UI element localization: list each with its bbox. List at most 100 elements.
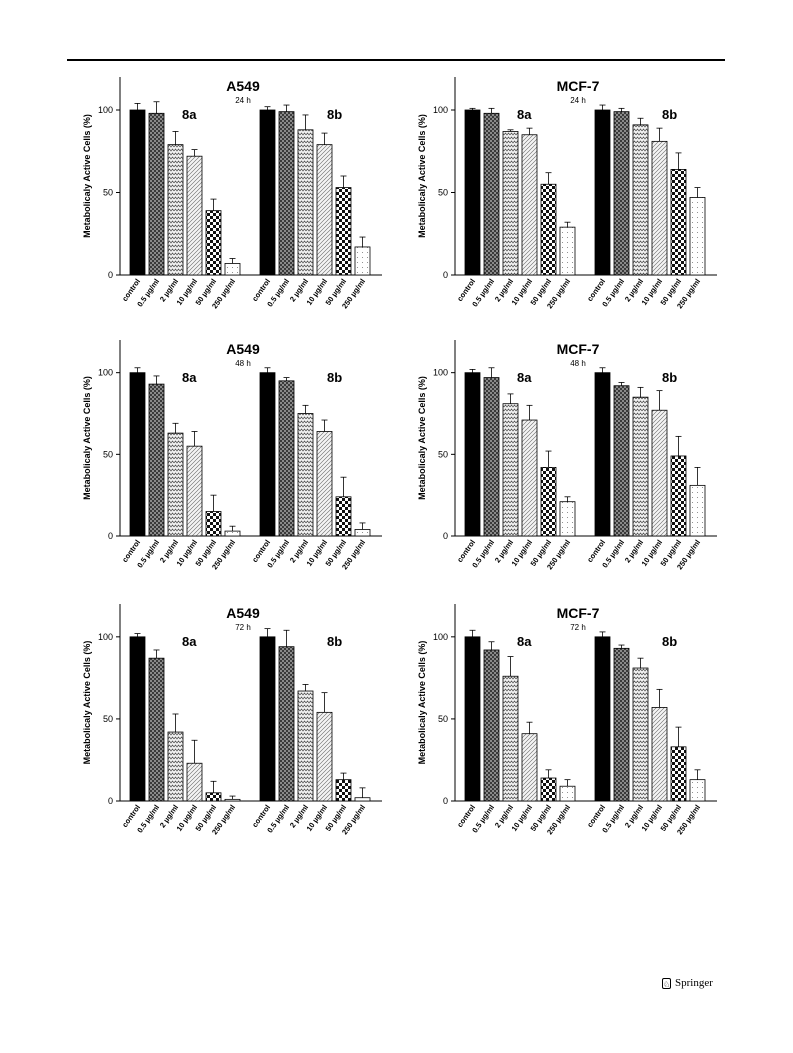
bar — [148, 657, 165, 802]
bar — [651, 707, 668, 802]
bar — [297, 413, 314, 537]
bar — [670, 455, 687, 537]
chart-subtitle: 24 h — [570, 96, 586, 105]
bar — [464, 636, 481, 802]
publisher-mark: ♘ Springer — [662, 977, 713, 989]
chart-title: A549 — [226, 605, 260, 621]
group-label: 8a — [517, 107, 532, 122]
bar — [148, 383, 165, 537]
group-label: 8b — [662, 107, 677, 122]
y-tick-label: 50 — [438, 449, 448, 459]
bar — [297, 129, 314, 276]
bar — [167, 731, 184, 802]
chart-title: MCF-7 — [557, 78, 600, 94]
bar — [335, 496, 352, 537]
chart-title: A549 — [226, 78, 260, 94]
bar — [502, 131, 519, 276]
y-tick-label: 100 — [98, 632, 113, 642]
y-axis-label: Metabolicaly Active Cells (%) — [417, 376, 427, 500]
y-tick-label: 100 — [433, 632, 448, 642]
bar — [632, 124, 649, 276]
group-label: 8a — [517, 634, 532, 649]
bar — [689, 484, 706, 537]
bar — [354, 529, 371, 537]
chart-subtitle: 48 h — [235, 359, 251, 368]
springer-logo-icon: ♘ — [662, 977, 671, 989]
group-label: 8b — [327, 370, 342, 385]
y-tick-label: 50 — [103, 449, 113, 459]
bar — [689, 779, 706, 802]
y-axis-label: Metabolicaly Active Cells (%) — [82, 641, 92, 765]
y-axis-label: Metabolicaly Active Cells (%) — [82, 114, 92, 238]
bar — [483, 377, 500, 537]
bar — [651, 140, 668, 276]
y-tick-label: 100 — [433, 105, 448, 115]
bar — [205, 210, 222, 276]
top-rule — [67, 59, 725, 61]
bar — [278, 380, 295, 537]
bar — [521, 733, 538, 802]
chart-panel-4: 0 50 100 Metabolicaly Active Cells (%) MCF-7… — [417, 340, 717, 571]
bar — [297, 690, 314, 802]
bar — [670, 168, 687, 276]
bar — [224, 798, 241, 802]
bar — [316, 431, 333, 537]
chart-panel-3: 0 50 100 Metabolicaly Active Cells (%) A549 4… — [82, 340, 382, 571]
group-label: 8b — [662, 370, 677, 385]
y-tick-label: 50 — [438, 188, 448, 198]
bar — [129, 372, 146, 537]
bar — [632, 667, 649, 802]
bar — [559, 501, 576, 537]
chart-panel-1: 0 50 100 Metabolicaly Active Cells (%) A549 2… — [82, 77, 382, 310]
bar — [540, 466, 557, 537]
bar — [186, 762, 203, 802]
chart-subtitle: 48 h — [570, 359, 586, 368]
bar — [559, 226, 576, 276]
bar — [259, 372, 276, 537]
bar — [502, 403, 519, 537]
bar — [148, 112, 165, 276]
bar — [632, 396, 649, 537]
bar — [689, 197, 706, 276]
bar — [354, 246, 371, 276]
chart-panel-5: 0 50 100 Metabolicaly Active Cells (%) A549 7… — [82, 604, 382, 836]
group-label: 8a — [182, 107, 197, 122]
bar — [613, 385, 630, 537]
publisher-name: Springer — [675, 977, 713, 989]
bar — [186, 445, 203, 537]
bar — [521, 419, 538, 537]
bar — [224, 530, 241, 537]
y-tick-label: 100 — [98, 368, 113, 378]
bar — [594, 372, 611, 537]
bar — [651, 409, 668, 537]
bar — [613, 647, 630, 802]
bar — [167, 144, 184, 276]
bar — [594, 636, 611, 802]
y-tick-label: 0 — [443, 531, 448, 541]
bar — [316, 711, 333, 802]
y-axis-label: Metabolicaly Active Cells (%) — [417, 641, 427, 765]
y-tick-label: 100 — [98, 105, 113, 115]
bar — [186, 155, 203, 276]
bar — [540, 183, 557, 276]
y-tick-label: 0 — [108, 270, 113, 280]
bar — [335, 779, 352, 802]
y-tick-label: 0 — [443, 270, 448, 280]
chart-subtitle: 72 h — [235, 623, 251, 632]
y-tick-label: 0 — [108, 531, 113, 541]
bar — [464, 109, 481, 276]
y-tick-label: 0 — [108, 796, 113, 806]
bar — [540, 777, 557, 802]
bar — [354, 797, 371, 802]
chart-subtitle: 24 h — [235, 96, 251, 105]
y-tick-label: 50 — [103, 714, 113, 724]
bar — [259, 109, 276, 276]
bar — [464, 372, 481, 537]
y-tick-label: 50 — [438, 714, 448, 724]
bar — [521, 134, 538, 276]
bar — [502, 675, 519, 802]
group-label: 8a — [517, 370, 532, 385]
chart-title: A549 — [226, 341, 260, 357]
bar — [559, 785, 576, 802]
